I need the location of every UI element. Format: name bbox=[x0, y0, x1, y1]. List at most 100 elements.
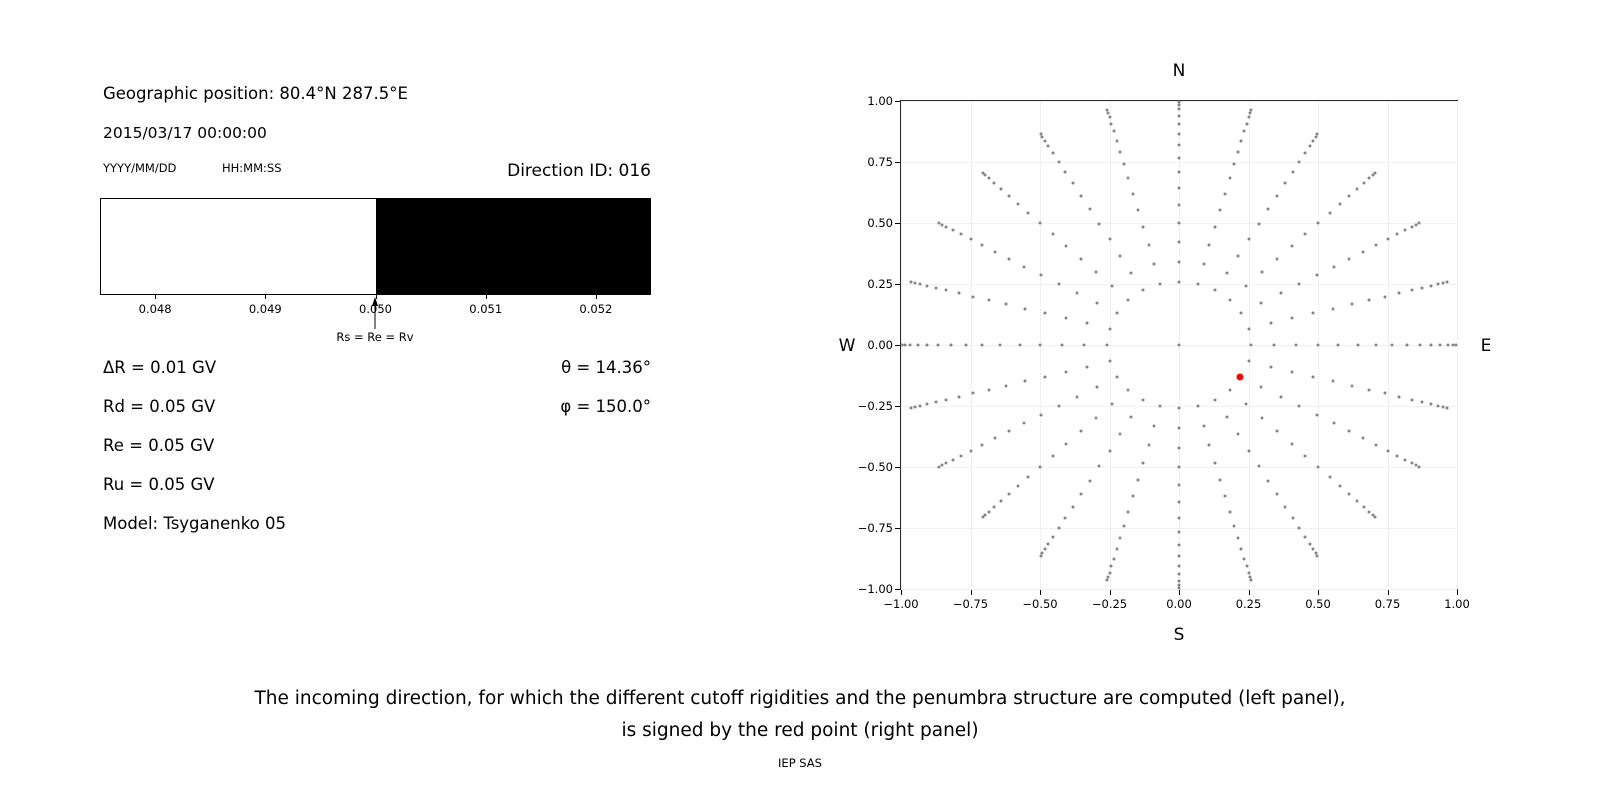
direction-angles-list: θ = 14.36° φ = 150.0° bbox=[400, 348, 651, 426]
direction-dot bbox=[1275, 429, 1279, 433]
angle-line-0: θ = 14.36° bbox=[561, 358, 651, 377]
direction-dot bbox=[1026, 475, 1030, 479]
scatter-ytick-label-4: 0.00 bbox=[867, 338, 893, 352]
direction-dot bbox=[1177, 343, 1181, 347]
direction-dot bbox=[1362, 181, 1366, 185]
direction-dot bbox=[1362, 505, 1366, 509]
direction-dot bbox=[1177, 586, 1181, 590]
rigidity-params-list: ΔR = 0.01 GV Rd = 0.05 GV Re = 0.05 GV Ru =… bbox=[103, 348, 286, 543]
direction-dot bbox=[916, 343, 920, 347]
direction-dot bbox=[1051, 454, 1055, 458]
direction-dot bbox=[1441, 281, 1445, 285]
direction-dot bbox=[1361, 250, 1365, 254]
direction-dot bbox=[1266, 207, 1270, 211]
direction-dot bbox=[918, 282, 922, 286]
direction-dot bbox=[1367, 298, 1371, 302]
penumbra-xtick-label-3: 0.051 bbox=[469, 302, 503, 316]
direction-dot bbox=[1016, 202, 1020, 206]
direction-dot bbox=[1023, 379, 1027, 383]
direction-dot bbox=[1328, 475, 1332, 479]
direction-dot bbox=[1410, 461, 1414, 465]
direction-dot bbox=[1158, 404, 1162, 408]
direction-dot bbox=[1141, 225, 1145, 229]
direction-dot bbox=[957, 395, 961, 399]
direction-dot bbox=[1108, 237, 1111, 241]
direction-dot bbox=[1079, 492, 1083, 496]
direction-dot bbox=[1131, 494, 1135, 498]
direction-dot bbox=[1057, 282, 1061, 286]
direction-dot bbox=[993, 250, 997, 254]
scatter-xtick-label-7: 0.75 bbox=[1374, 597, 1401, 611]
direction-dot bbox=[1239, 311, 1243, 315]
direction-dot bbox=[1275, 194, 1279, 198]
direction-dot bbox=[1177, 240, 1181, 244]
direction-dot bbox=[1064, 370, 1067, 374]
direction-dot bbox=[1328, 211, 1332, 215]
direction-dot bbox=[1039, 132, 1043, 136]
direction-dot bbox=[1109, 122, 1113, 126]
direction-dot bbox=[1297, 282, 1301, 286]
direction-dot bbox=[1311, 311, 1315, 315]
direction-dot bbox=[981, 171, 985, 175]
direction-dot bbox=[1016, 484, 1020, 488]
direction-dot bbox=[940, 223, 944, 227]
direction-dot bbox=[1218, 208, 1222, 212]
direction-dot bbox=[993, 436, 997, 440]
direction-dot bbox=[1338, 202, 1342, 206]
direction-dot bbox=[1418, 343, 1422, 347]
direction-dot bbox=[998, 343, 1002, 347]
direction-dot bbox=[1177, 583, 1181, 587]
direction-dot bbox=[1405, 343, 1409, 347]
direction-dot bbox=[1290, 442, 1294, 446]
direction-dot bbox=[1147, 243, 1151, 247]
direction-dot bbox=[925, 284, 929, 288]
penumbra-bar-chart bbox=[100, 198, 651, 295]
direction-dot bbox=[1315, 413, 1319, 417]
direction-dot bbox=[1043, 311, 1047, 315]
direction-dot bbox=[1294, 343, 1298, 347]
direction-dot bbox=[959, 454, 963, 458]
direction-dot bbox=[1355, 187, 1359, 191]
direction-dot bbox=[936, 343, 940, 347]
direction-dot bbox=[1429, 402, 1433, 406]
penumbra-segment-1 bbox=[375, 199, 650, 294]
direction-dot bbox=[1438, 343, 1442, 347]
direction-dot bbox=[1361, 436, 1365, 440]
direction-dot bbox=[1177, 500, 1181, 504]
direction-dot bbox=[1303, 151, 1307, 155]
direction-dot bbox=[980, 343, 984, 347]
direction-dot bbox=[1371, 513, 1375, 517]
scatter-ytick-mark-2 bbox=[895, 223, 900, 224]
direction-dot bbox=[1283, 181, 1287, 185]
direction-dot bbox=[1395, 232, 1399, 236]
direction-dot bbox=[1311, 375, 1315, 379]
direction-dot bbox=[1112, 557, 1116, 561]
selected-direction-dot bbox=[1236, 373, 1244, 381]
direction-dot bbox=[908, 343, 912, 347]
param-line-0: ΔR = 0.01 GV bbox=[103, 358, 217, 377]
direction-dot bbox=[1095, 301, 1099, 305]
direction-dot bbox=[1177, 156, 1181, 160]
direction-dot bbox=[1097, 464, 1101, 468]
direction-dot bbox=[1249, 578, 1253, 582]
direction-dot bbox=[1314, 551, 1318, 555]
direction-dot bbox=[1436, 282, 1440, 286]
gridline-horizontal bbox=[901, 162, 1457, 163]
direction-dot bbox=[1082, 343, 1086, 347]
direction-dot bbox=[1038, 465, 1042, 469]
direction-dot bbox=[1075, 291, 1079, 295]
direction-dot bbox=[1196, 282, 1200, 286]
direction-dot bbox=[1367, 510, 1371, 514]
direction-dot bbox=[1064, 316, 1067, 320]
direction-dot bbox=[1108, 571, 1111, 575]
direction-dot bbox=[1022, 421, 1026, 425]
direction-dot bbox=[1247, 237, 1250, 241]
direction-dot bbox=[1373, 515, 1377, 519]
direction-dot bbox=[1386, 449, 1389, 453]
direction-dot bbox=[1311, 547, 1315, 551]
direction-dot bbox=[1057, 404, 1061, 408]
direction-dot bbox=[1290, 244, 1294, 248]
direction-dot bbox=[1071, 505, 1075, 509]
direction-dot bbox=[1228, 298, 1232, 302]
